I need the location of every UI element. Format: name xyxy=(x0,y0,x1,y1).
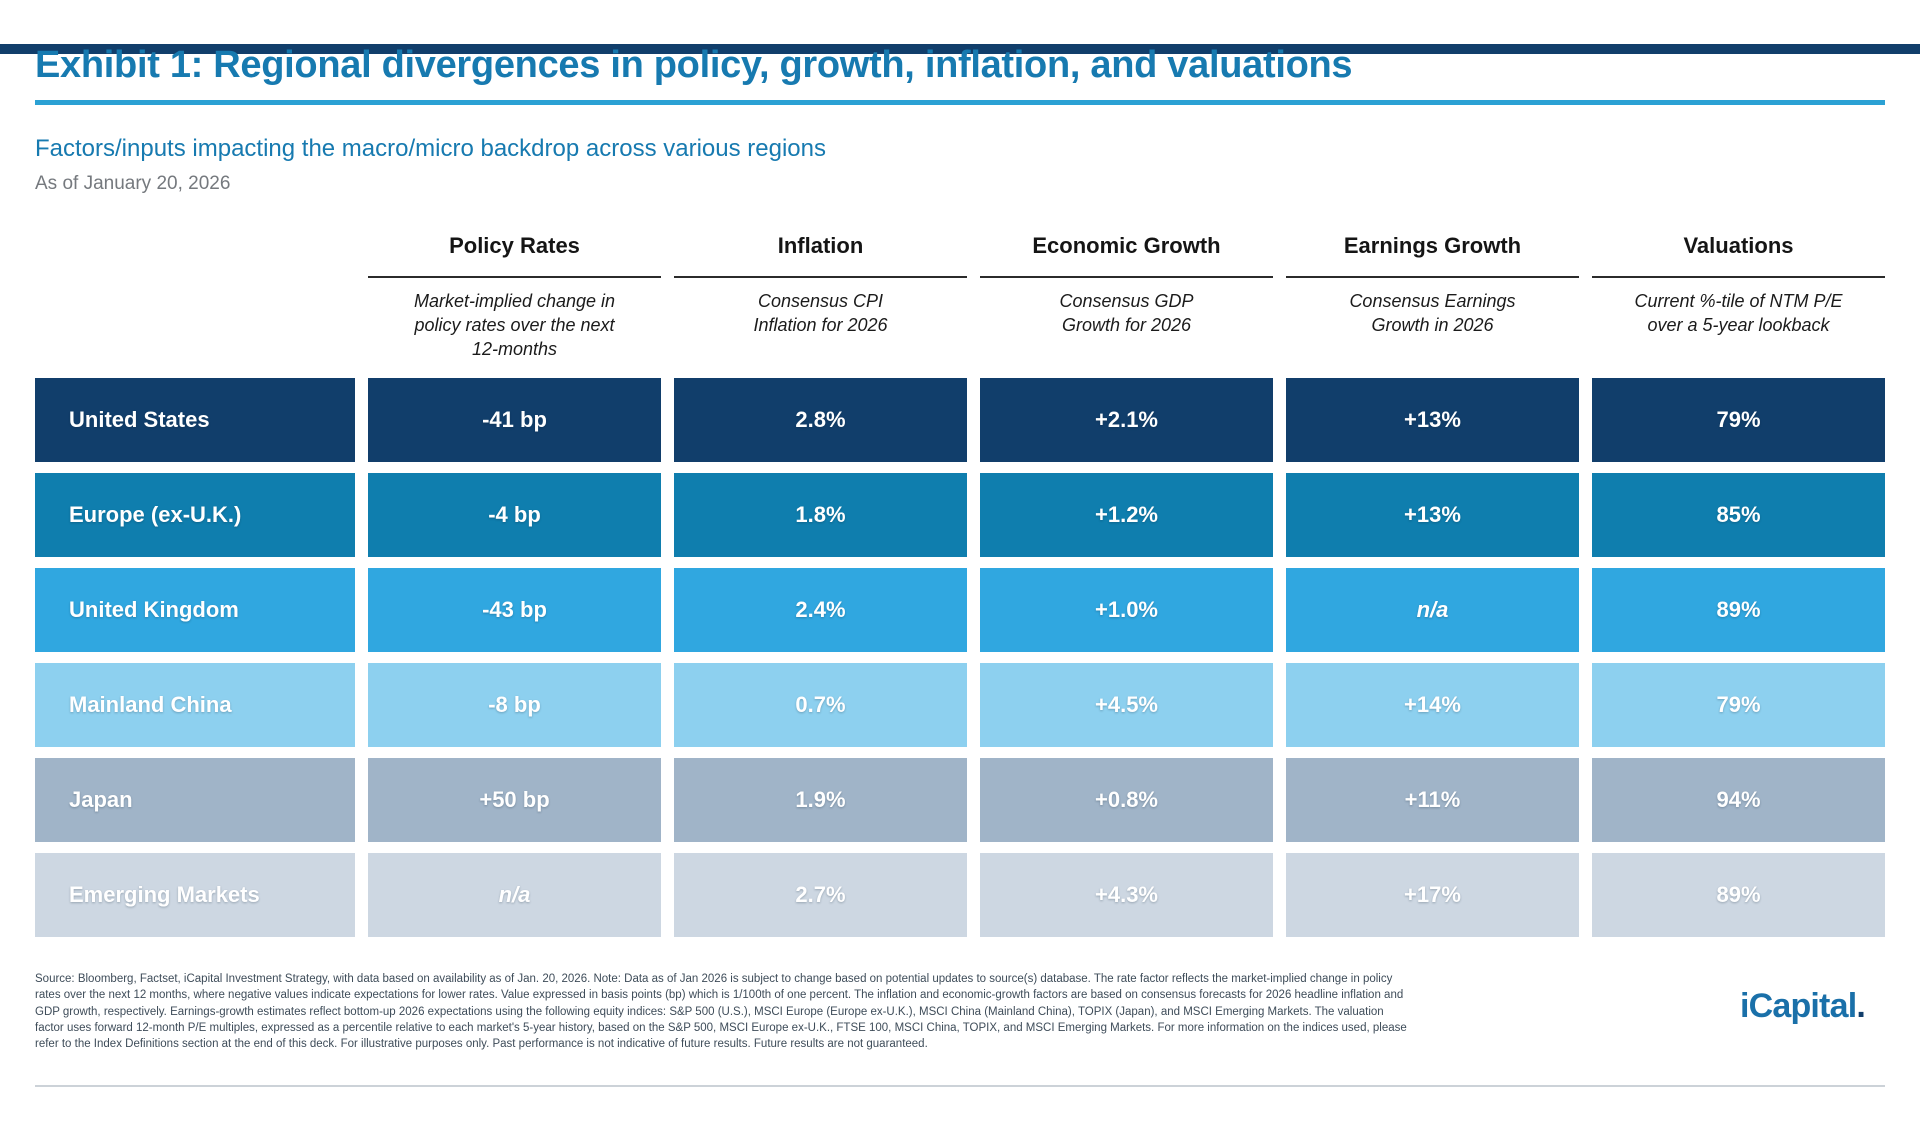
value-cell: 1.8% xyxy=(674,473,967,557)
column-title-underline xyxy=(674,276,967,278)
column-header: Inflation Consensus CPI Inflation for 202… xyxy=(674,233,967,364)
column-title-underline xyxy=(980,276,1273,278)
value-cell: +2.1% xyxy=(980,378,1273,462)
column-header: Economic Growth Consensus GDP Growth for … xyxy=(980,233,1273,364)
column-title: Economic Growth xyxy=(1032,233,1221,258)
value-cell: 2.8% xyxy=(674,378,967,462)
slide-content: Exhibit 1: Regional divergences in polic… xyxy=(0,44,1920,1053)
table-row: Mainland China -8 bp 0.7% +4.5% +14% 79% xyxy=(35,663,1885,747)
column-sublabel: Consensus Earnings Growth in 2026 xyxy=(1349,291,1516,335)
region-label: Emerging Markets xyxy=(35,853,355,937)
logo-dot: . xyxy=(1856,987,1865,1025)
value-cell: -4 bp xyxy=(368,473,661,557)
value-cell: 1.9% xyxy=(674,758,967,842)
column-title-underline xyxy=(1286,276,1579,278)
column-sublabel: Consensus GDP Growth for 2026 xyxy=(1059,291,1194,335)
value-cell: 2.4% xyxy=(674,568,967,652)
value-cell: n/a xyxy=(368,853,661,937)
regional-table: Policy Rates Market-implied change in pol… xyxy=(35,233,1885,937)
value-cell: +14% xyxy=(1286,663,1579,747)
value-cell: 2.7% xyxy=(674,853,967,937)
value-cell: 89% xyxy=(1592,568,1885,652)
page-title: Exhibit 1: Regional divergences in polic… xyxy=(35,44,1353,86)
region-label: Japan xyxy=(35,758,355,842)
subtitle: Factors/inputs impacting the macro/micro… xyxy=(35,135,826,162)
value-cell: 94% xyxy=(1592,758,1885,842)
column-title: Policy Rates xyxy=(449,233,580,258)
table-row: Japan +50 bp 1.9% +0.8% +11% 94% xyxy=(35,758,1885,842)
top-accent-bar xyxy=(0,44,1920,54)
bottom-divider xyxy=(35,1085,1885,1087)
column-title: Earnings Growth xyxy=(1343,233,1522,258)
column-title-underline xyxy=(1592,276,1885,278)
disclaimer-text: Source: Bloomberg, Factset, iCapital Inv… xyxy=(35,973,1407,1051)
column-sublabel: Current %-tile of NTM P/E over a 5-year … xyxy=(1634,291,1843,335)
value-cell: 85% xyxy=(1592,473,1885,557)
column-header: Policy Rates Market-implied change in pol… xyxy=(368,233,661,364)
value-cell: 79% xyxy=(1592,378,1885,462)
table-body: United States -41 bp 2.8% +2.1% +13% 79% Europ… xyxy=(35,378,1885,937)
value-cell: +50 bp xyxy=(368,758,661,842)
value-cell: n/a xyxy=(1286,568,1579,652)
column-title: Inflation xyxy=(777,233,864,258)
column-header: Earnings Growth Consensus Earnings Growth… xyxy=(1286,233,1579,364)
value-cell: +1.0% xyxy=(980,568,1273,652)
region-label: United States xyxy=(35,378,355,462)
table-row: Emerging Markets n/a 2.7% +4.3% +17% 89% xyxy=(35,853,1885,937)
value-cell: +13% xyxy=(1286,378,1579,462)
column-sublabel: Market-implied change in policy rates ov… xyxy=(413,291,616,359)
column-header: Valuations Current %-tile of NTM P/E over… xyxy=(1592,233,1885,364)
value-cell: 0.7% xyxy=(674,663,967,747)
title-underline xyxy=(35,100,1885,105)
icapital-logo: iCapital. xyxy=(1739,987,1866,1026)
value-cell: 79% xyxy=(1592,663,1885,747)
column-sublabel: Consensus CPI Inflation for 2026 xyxy=(753,291,888,335)
as-of-date: As of January 20, 2026 xyxy=(35,173,231,194)
table-row: United States -41 bp 2.8% +2.1% +13% 79% xyxy=(35,378,1885,462)
region-label: United Kingdom xyxy=(35,568,355,652)
value-cell: +11% xyxy=(1286,758,1579,842)
value-cell: -8 bp xyxy=(368,663,661,747)
table-row: United Kingdom -43 bp 2.4% +1.0% n/a 89% xyxy=(35,568,1885,652)
logo-text: iCapital xyxy=(1739,987,1857,1025)
value-cell: +0.8% xyxy=(980,758,1273,842)
value-cell: 89% xyxy=(1592,853,1885,937)
region-label: Europe (ex-U.K.) xyxy=(35,473,355,557)
value-cell: -41 bp xyxy=(368,378,661,462)
footer: Source: Bloomberg, Factset, iCapital Inv… xyxy=(35,971,1885,1053)
value-cell: +4.3% xyxy=(980,853,1273,937)
value-cell: +13% xyxy=(1286,473,1579,557)
value-cell: -43 bp xyxy=(368,568,661,652)
table-header-row: Policy Rates Market-implied change in pol… xyxy=(35,233,1885,364)
value-cell: +4.5% xyxy=(980,663,1273,747)
column-title: Valuations xyxy=(1683,233,1794,258)
value-cell: +17% xyxy=(1286,853,1579,937)
value-cell: +1.2% xyxy=(980,473,1273,557)
table-row: Europe (ex-U.K.) -4 bp 1.8% +1.2% +13% 85% xyxy=(35,473,1885,557)
region-label: Mainland China xyxy=(35,663,355,747)
column-title-underline xyxy=(368,276,661,278)
